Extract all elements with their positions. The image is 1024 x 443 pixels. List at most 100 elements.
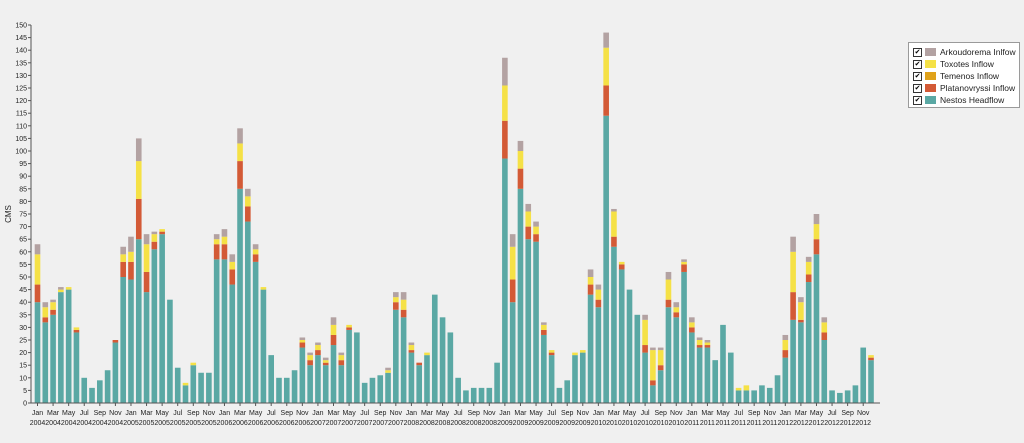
bar-segment-4-14 [143, 234, 150, 245]
y-tick-label-8: 40 [19, 300, 27, 307]
legend-checkbox-icon[interactable]: ✔ [913, 71, 922, 81]
bar-segment-0-5 [73, 332, 80, 403]
bar-segment-3-16 [159, 229, 165, 232]
x-tick-month-31: Mar [514, 410, 527, 417]
bar-segment-0-59 [494, 362, 500, 403]
bar-segment-1-60 [502, 120, 508, 159]
legend-swatch [925, 60, 936, 68]
bar-segment-0-75 [618, 269, 625, 403]
x-tick-month-23: Nov [390, 410, 403, 417]
bar-segment-0-67 [556, 387, 563, 403]
x-tick-month-13: Mar [234, 410, 247, 417]
bar-segment-0-47 [400, 317, 407, 403]
bar-segment-1-78 [642, 345, 648, 353]
bar-segment-4-28 [252, 244, 259, 250]
bar-segment-1-72 [595, 299, 602, 308]
y-tick-label-0: 0 [23, 401, 27, 408]
y-tick-label-13: 65 [19, 237, 27, 244]
x-tick-month-2: May [62, 410, 76, 417]
x-tick-year-41: 2010 [668, 420, 684, 427]
bar-segment-3-47 [400, 299, 407, 310]
bar-segment-3-74 [611, 211, 617, 237]
bar-segment-1-46 [393, 302, 399, 310]
bar-segment-0-55 [463, 390, 469, 403]
y-tick-label-29: 145 [15, 35, 27, 42]
x-tick-month-14: May [249, 410, 263, 417]
bar-segment-0-64 [533, 241, 539, 403]
bar-segment-0-31 [276, 377, 282, 403]
x-tick-year-34: 2009 [559, 420, 575, 427]
x-tick-year-31: 2009 [513, 420, 529, 427]
legend-item-4[interactable]: ✔ Nestos Headflow [913, 94, 1019, 106]
bar-segment-0-66 [548, 355, 555, 403]
y-tick-label-16: 80 [19, 199, 27, 206]
bar-segment-3-14 [143, 244, 150, 272]
bar-segment-0-83 [681, 271, 687, 403]
bar-segment-4-74 [611, 208, 617, 212]
x-tick-month-9: Jul [173, 410, 182, 417]
bar-segment-3-1 [42, 307, 49, 318]
x-tick-month-10: Sep [187, 410, 200, 417]
bar-segment-3-24 [221, 236, 228, 245]
legend-swatch [925, 48, 936, 56]
bar-segment-4-39 [338, 352, 345, 356]
bar-segment-0-11 [120, 277, 126, 403]
bar-segment-1-15 [151, 241, 158, 250]
bar-segment-4-2 [50, 299, 56, 303]
x-tick-year-36: 2010 [591, 420, 607, 427]
bar-segment-0-45 [385, 372, 391, 403]
bar-segment-0-58 [486, 387, 493, 403]
bar-segment-0-50 [424, 355, 430, 403]
bar-segment-4-81 [665, 271, 672, 280]
x-tick-year-47: 2011 [762, 420, 777, 427]
x-tick-year-24: 2008 [404, 420, 420, 427]
bar-segment-0-97 [790, 319, 796, 403]
bar-segment-1-63 [525, 226, 532, 240]
bar-segment-1-73 [603, 85, 609, 116]
x-tick-month-30: Jan [499, 410, 510, 417]
legend-checkbox-icon[interactable]: ✔ [913, 59, 922, 69]
bar-segment-0-51 [431, 294, 438, 403]
bar-segment-4-45 [385, 367, 391, 371]
legend: ✔ Arkoudorema Inlfow ✔ Toxotes Inflow ✔ Temen… [908, 42, 1020, 108]
legend-checkbox-icon[interactable]: ✔ [913, 47, 922, 57]
bar-segment-4-46 [393, 292, 399, 298]
bar-segment-1-48 [408, 350, 415, 353]
x-tick-year-22: 2007 [372, 420, 388, 427]
bar-segment-0-18 [174, 367, 181, 403]
bar-segment-4-71 [587, 269, 594, 277]
bar-segment-0-44 [377, 375, 384, 403]
bar-segment-4-98 [798, 297, 804, 303]
bar-segment-0-10 [112, 342, 119, 403]
bar-segment-3-83 [681, 261, 687, 265]
legend-checkbox-icon[interactable]: ✔ [913, 95, 922, 105]
x-tick-month-49: Mar [795, 410, 808, 417]
legend-checkbox-icon[interactable]: ✔ [913, 83, 922, 93]
legend-item-0[interactable]: ✔ Arkoudorema Inlfow [913, 46, 1019, 58]
bar-segment-4-23 [213, 234, 220, 240]
y-tick-label-27: 135 [15, 60, 27, 67]
y-tick-label-10: 50 [19, 275, 27, 282]
bar-segment-0-37 [322, 365, 329, 403]
bar-segment-0-105 [852, 385, 859, 403]
bar-segment-4-35 [307, 352, 313, 356]
bar-segment-4-38 [330, 317, 337, 325]
bar-segment-0-53 [447, 332, 454, 403]
x-tick-month-33: Jul [547, 410, 556, 417]
bar-segment-4-99 [805, 256, 812, 262]
legend-item-2[interactable]: ✔ Temenos Inflow [913, 70, 1019, 82]
x-tick-year-18: 2007 [310, 420, 326, 427]
bar-segment-4-47 [400, 292, 407, 300]
x-tick-month-38: May [623, 410, 637, 417]
bar-segment-4-37 [322, 357, 329, 361]
legend-item-1[interactable]: ✔ Toxotes Inflow [913, 58, 1019, 70]
x-tick-year-4: 2004 [92, 420, 108, 427]
bar-segment-1-81 [665, 299, 672, 308]
x-tick-month-11: Nov [203, 410, 216, 417]
x-tick-month-18: Jan [312, 410, 323, 417]
bar-segment-3-80 [657, 350, 664, 366]
y-tick-label-24: 120 [15, 98, 27, 105]
bar-segment-1-49 [416, 362, 422, 366]
bar-segment-4-24 [221, 229, 228, 237]
legend-item-3[interactable]: ✔ Platanovryssi Inflow [913, 82, 1019, 94]
